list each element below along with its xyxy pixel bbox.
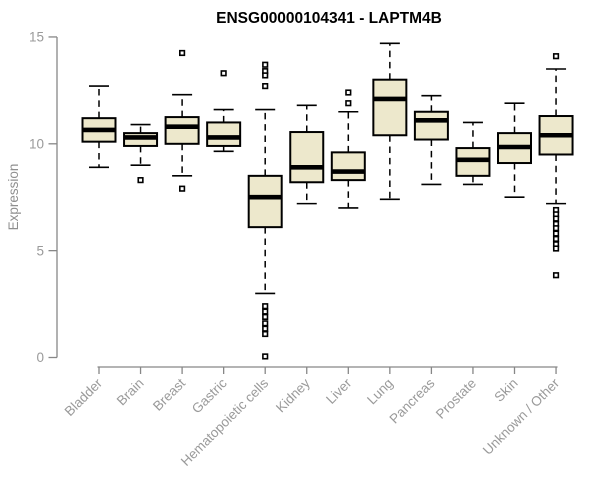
outlier-point	[345, 89, 352, 96]
outlier-point	[179, 185, 186, 192]
outlier-point	[552, 230, 560, 237]
y-tick-label: 0	[36, 350, 44, 365]
outlier-point	[552, 215, 560, 222]
iqr-box	[413, 110, 449, 141]
x-tick-label-pancreas: Pancreas	[387, 375, 438, 426]
outlier-point	[262, 72, 269, 79]
outlier-point	[552, 53, 560, 60]
box-group-gastric	[206, 70, 242, 153]
box-group-liver	[330, 89, 366, 209]
outlier-point	[179, 49, 186, 57]
y-tick-label: 15	[29, 30, 44, 45]
x-tick-label-kidney: Kidney	[273, 375, 313, 415]
iqr-box	[164, 116, 200, 145]
outlier-point	[262, 303, 269, 310]
outlier-point	[262, 308, 269, 315]
box-group-breast	[164, 49, 200, 192]
x-tick-label-brain: Brain	[114, 376, 147, 409]
outlier-point	[262, 83, 269, 90]
outlier-point	[262, 325, 269, 332]
x-tick-label-breast: Breast	[150, 375, 188, 413]
x-tick-label-liver: Liver	[323, 375, 355, 407]
x-tick-label-bladder: Bladder	[62, 375, 106, 419]
box-group-skin	[497, 102, 532, 199]
x-tick-label-skin: Skin	[491, 376, 520, 405]
box-group-lung	[372, 42, 408, 201]
x-tick-label-unknown-other: Unknown / Other	[480, 375, 563, 458]
iqr-box	[206, 121, 242, 147]
iqr-box	[330, 151, 366, 182]
box-group-unknown-other	[538, 53, 574, 279]
x-tick-label-lung: Lung	[364, 376, 396, 408]
y-tick-label: 10	[29, 137, 44, 152]
box-group-hematopoietic-cells	[247, 61, 283, 360]
outlier-point	[262, 330, 269, 338]
y-tick-label: 5	[36, 243, 44, 258]
iqr-box	[247, 174, 283, 229]
y-axis-title: Expression	[6, 164, 21, 231]
box-group-brain	[123, 123, 159, 184]
outlier-point	[262, 313, 269, 320]
outlier-point	[137, 177, 144, 184]
outlier-point	[262, 353, 269, 360]
outlier-point	[345, 100, 352, 107]
outlier-point	[552, 225, 560, 232]
outlier-point	[552, 235, 560, 242]
outlier-point	[262, 61, 269, 68]
box-group-kidney	[289, 104, 325, 205]
iqr-box	[289, 131, 325, 184]
box-group-prostate	[455, 121, 491, 186]
outlier-point	[552, 245, 560, 252]
x-tick-label-gastric: Gastric	[189, 375, 230, 416]
box-group-bladder	[81, 85, 117, 169]
x-tick-label-prostate: Prostate	[433, 376, 479, 422]
outlier-point	[262, 320, 269, 327]
outlier-point	[220, 70, 227, 77]
outlier-point	[552, 272, 560, 279]
boxes-layer	[81, 42, 574, 360]
iqr-box	[372, 78, 408, 137]
chart-title: ENSG00000104341 - LAPTM4B	[216, 10, 442, 27]
box-group-pancreas	[413, 94, 449, 186]
